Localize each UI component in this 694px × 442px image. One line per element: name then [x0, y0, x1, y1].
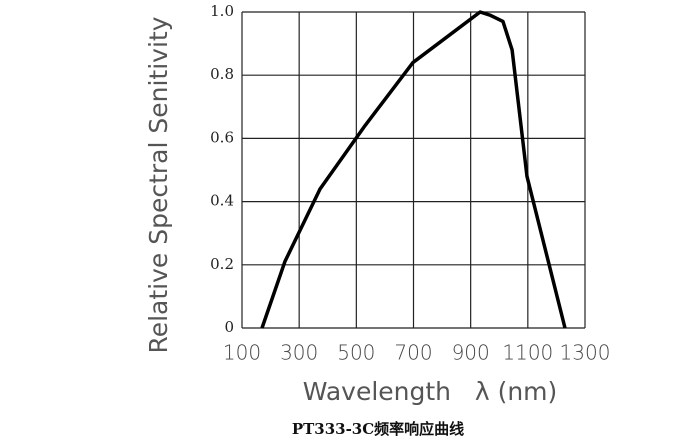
x-axis-label: Wavelength λ (nm) [303, 377, 558, 406]
x-tick-label: 1300 [560, 341, 611, 365]
y-tick-label: 1.0 [210, 2, 234, 20]
x-tick-label: 500 [337, 341, 375, 365]
y-tick-label: 0.6 [210, 128, 234, 146]
x-tick-label: 900 [452, 341, 490, 365]
data-line [260, 10, 567, 329]
x-tick-label: 300 [280, 341, 318, 365]
x-tick-label: 1100 [502, 341, 553, 365]
x-tick-label: 700 [394, 341, 432, 365]
x-tick-label: 100 [223, 341, 261, 365]
y-tick-label: 0.2 [210, 255, 234, 273]
y-axis-label: Relative Spectral Senitivity [144, 16, 173, 353]
y-tick-label: 0.8 [210, 65, 234, 83]
y-tick-label: 0 [224, 318, 234, 336]
y-tick-label: 0.4 [210, 192, 234, 210]
chart-title: PT333-3C频率响应曲线 [292, 420, 464, 438]
